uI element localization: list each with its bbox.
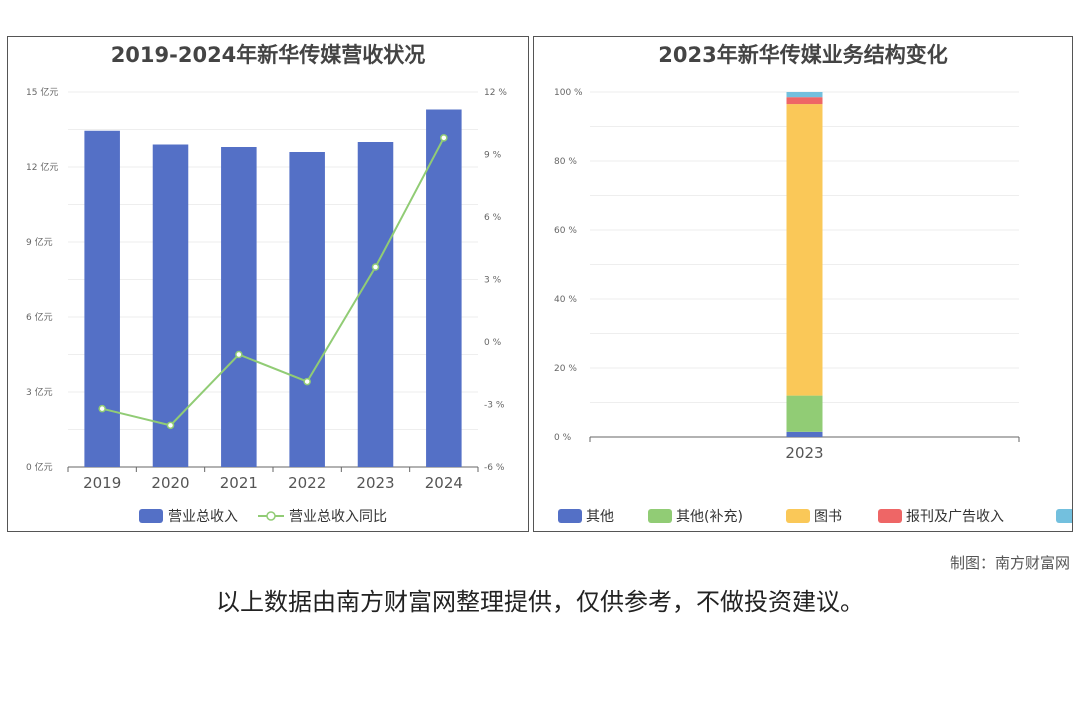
yoy-growth-point [371, 263, 380, 271]
stack-segment-其他(补充) [786, 395, 823, 432]
legend-label-yoy: 营业总收入同比 [289, 509, 387, 525]
x-tick-label: 2024 [425, 474, 463, 492]
y-tick-label: 40 % [554, 295, 577, 305]
stack-segment-文教用品 [786, 92, 823, 98]
y-left-tick-label: 9 亿元 [26, 236, 53, 248]
revenue-chart-panel: 2019-2024年新华传媒营收状况 15 亿元 12 亿元 9 亿元 6 亿元 3 亿… [7, 36, 529, 532]
stack-segment-报刊及广告收入 [786, 97, 823, 105]
x-tick-label: 2022 [288, 474, 326, 492]
legend-swatch [558, 509, 582, 523]
chart-credit: 制图：南方财富网 [949, 554, 1070, 572]
x-tick-label: 2021 [220, 474, 258, 492]
stack-segment-图书 [786, 104, 823, 396]
y-right-tick-label: 9 % [484, 151, 502, 161]
y-left-tick-label: 15 亿元 [26, 86, 58, 98]
legend-swatch [878, 509, 902, 523]
y-left-tick-label: 6 亿元 [26, 311, 53, 323]
y-left-tick-label: 0 亿元 [26, 461, 53, 473]
y-tick-label: 80 % [554, 157, 577, 167]
yoy-growth-point [166, 421, 175, 430]
yoy-growth-point [303, 377, 311, 386]
disclaimer-text: 以上数据由南方财富网整理提供，仅供参考，不做投资建议。 [216, 588, 864, 616]
revenue-chart-svg: 15 亿元 12 亿元 9 亿元 6 亿元 3 亿元 0 亿元 12 % 9 % 6 % 3 % 0… [26, 86, 507, 525]
structure-chart-svg: 100 % 80 % 60 % 40 % 20 % 0 % 2023 其他 其他(补充) 图书 报刊… [554, 88, 1072, 525]
legend-swatch-revenue [139, 509, 163, 523]
legend-label: 报刊及广告收入 [906, 509, 1004, 525]
revenue-bar [357, 142, 394, 467]
y-tick-label: 20 % [554, 364, 577, 374]
x-tick-label: 2020 [151, 474, 189, 492]
yoy-growth-point [98, 404, 106, 413]
y-tick-label: 100 % [554, 88, 583, 98]
stack-segment-其他 [786, 431, 823, 437]
yoy-growth-line [101, 137, 445, 427]
structure-chart-title: 2023年新华传媒业务结构变化 [658, 43, 948, 67]
y-right-tick-label: -3 % [484, 401, 505, 411]
yoy-growth-point [235, 350, 243, 359]
yoy-growth-point [440, 134, 448, 142]
y-left-tick-label: 12 亿元 [26, 161, 58, 173]
x-tick-label: 2023 [356, 474, 394, 492]
revenue-bar [84, 130, 120, 467]
legend-label: 图书 [814, 509, 842, 525]
revenue-chart-title: 2019-2024年新华传媒营收状况 [110, 43, 426, 67]
legend-swatch [786, 509, 810, 523]
y-right-tick-label: 12 % [484, 88, 507, 98]
legend-label: 其他(补充) [676, 509, 743, 525]
y-right-tick-label: -6 % [484, 463, 505, 473]
structure-chart-panel: 2023年新华传媒业务结构变化 100 % 80 % 60 % 40 % 20 % 0 %… [533, 36, 1073, 532]
y-tick-label: 60 % [554, 226, 577, 236]
revenue-bar [289, 152, 325, 467]
legend-swatch [1056, 509, 1072, 523]
y-left-tick-label: 3 亿元 [26, 386, 53, 398]
y-right-tick-label: 0 % [484, 338, 502, 348]
revenue-bar [221, 147, 257, 467]
x-tick-label: 2023 [785, 444, 823, 462]
legend-swatch [648, 509, 672, 523]
x-tick-label: 2019 [83, 474, 121, 492]
y-right-tick-label: 3 % [484, 276, 502, 286]
revenue-bar [426, 109, 462, 467]
legend-label-revenue: 营业总收入 [168, 509, 238, 525]
legend-label: 其他 [586, 509, 614, 525]
y-tick-label: 0 % [554, 433, 572, 443]
y-right-tick-label: 6 % [484, 213, 502, 223]
revenue-bar [152, 144, 189, 467]
legend-swatch-yoy-marker [266, 511, 276, 521]
